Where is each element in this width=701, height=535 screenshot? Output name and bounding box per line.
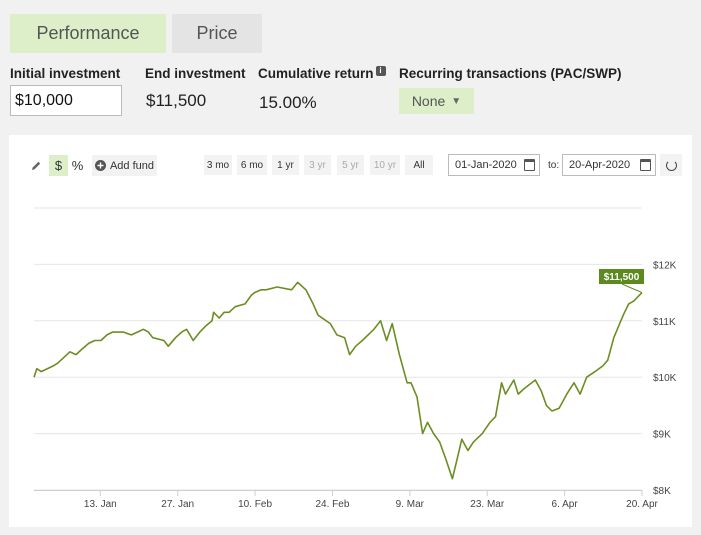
- y-tick-label: $12K: [653, 260, 677, 271]
- initial-investment-label: Initial investment: [10, 66, 121, 81]
- from-date-value: 01-Jan-2020: [455, 159, 517, 171]
- recurring-transactions-dropdown[interactable]: None ▼: [399, 88, 474, 114]
- initial-investment-input[interactable]: [10, 85, 122, 116]
- x-tick-label: 27. Jan: [161, 499, 194, 510]
- x-tick-label: 9. Mar: [396, 499, 425, 510]
- add-fund-label: Add fund: [109, 159, 155, 172]
- x-tick-label: 10. Feb: [238, 499, 272, 510]
- end-value-label: $11,500: [604, 272, 640, 283]
- range-button-1yr[interactable]: 1 yr: [272, 155, 299, 175]
- recurring-transactions-label: Recurring transactions (PAC/SWP): [399, 66, 622, 81]
- y-tick-label: $9K: [653, 430, 671, 441]
- series-line: [33, 281, 643, 480]
- x-tick-label: 23. Mar: [470, 499, 505, 510]
- end-value-label-bg: [599, 269, 644, 284]
- x-tick-label: 13. Jan: [84, 499, 117, 510]
- pencil-button[interactable]: [26, 155, 46, 176]
- x-tick-label: 24. Feb: [316, 499, 350, 510]
- range-button-6mo[interactable]: 6 mo: [237, 155, 267, 175]
- y-tick-label: $11K: [653, 317, 676, 328]
- end-value-connector: [621, 283, 643, 294]
- pencil-icon: [32, 161, 41, 170]
- caret-down-icon: ▼: [451, 95, 462, 107]
- dollar-toggle[interactable]: $: [49, 155, 68, 176]
- y-tick-label: $10K: [653, 373, 677, 384]
- range-button-all[interactable]: All: [405, 155, 433, 175]
- tab-performance[interactable]: Performance: [10, 14, 166, 53]
- cumulative-return-value: 15.00%: [259, 93, 317, 112]
- cumulative-return-label-text: Cumulative return: [258, 66, 374, 81]
- reset-button[interactable]: [660, 154, 682, 176]
- cumulative-return-label: Cumulative return i: [258, 66, 386, 81]
- calendar-icon: [640, 159, 651, 171]
- x-tick-label: 20. Apr: [626, 499, 658, 510]
- range-button-3yr[interactable]: 3 yr: [304, 155, 331, 175]
- percent-toggle[interactable]: %: [71, 158, 84, 173]
- plus-circle-icon: [94, 160, 106, 171]
- chart-panel: [9, 135, 692, 527]
- to-label: to:: [548, 160, 560, 171]
- to-date-input[interactable]: 20-Apr-2020: [562, 154, 656, 176]
- recurring-transactions-value: None: [411, 93, 446, 109]
- calendar-icon: [524, 159, 535, 171]
- range-button-10yr[interactable]: 10 yr: [370, 155, 400, 175]
- info-icon[interactable]: i: [375, 66, 386, 76]
- x-tick-label: 6. Apr: [552, 499, 579, 510]
- reset-icon: [665, 159, 677, 171]
- view-tabs: Performance Price: [10, 14, 262, 53]
- range-button-5yr[interactable]: 5 yr: [337, 155, 364, 175]
- range-button-3mo[interactable]: 3 mo: [204, 155, 232, 175]
- tab-price[interactable]: Price: [172, 14, 262, 53]
- from-date-input[interactable]: 01-Jan-2020: [448, 154, 540, 176]
- add-fund-button[interactable]: Add fund: [92, 155, 157, 176]
- to-date-value: 20-Apr-2020: [569, 159, 631, 171]
- end-investment-label: End investment: [145, 66, 246, 81]
- y-tick-label: $8K: [653, 486, 671, 497]
- end-investment-value: $11,500: [146, 91, 207, 110]
